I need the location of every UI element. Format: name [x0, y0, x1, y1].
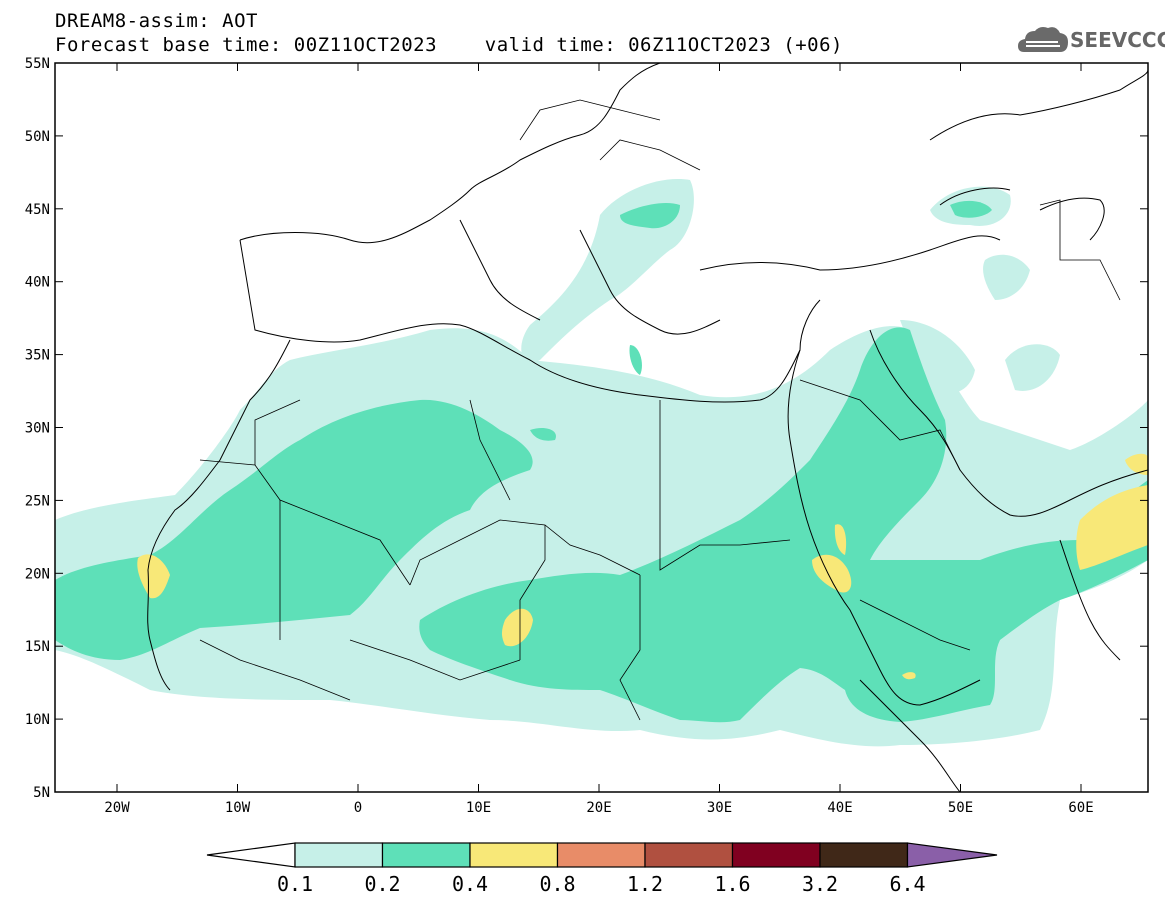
lon-label: 20E: [586, 800, 611, 816]
colorbar-label: 0.1: [277, 872, 313, 896]
colorbar-over-arrow: [906, 842, 998, 868]
lon-label: 40E: [827, 800, 852, 816]
lat-label: 50N: [25, 129, 50, 145]
lon-label: 0: [354, 800, 362, 816]
logo-text: SEEVCCC: [1070, 28, 1165, 52]
colorbar-label: 6.4: [889, 872, 925, 896]
colorbar-swatch: [731, 842, 821, 868]
coastlines: [147, 63, 1148, 792]
lat-label: 40N: [25, 275, 50, 291]
lat-label: 55N: [25, 56, 50, 72]
colorbar-swatch: [381, 842, 471, 868]
colorbar: 0.1 0.2 0.4 0.8 1.2 1.6 3.2 6.4: [206, 842, 998, 896]
aot-level-0.4: [137, 453, 1148, 680]
lon-label: 10E: [466, 800, 491, 816]
lat-label: 25N: [25, 493, 50, 509]
lon-label: 30E: [707, 800, 732, 816]
colorbar-label: 0.8: [539, 872, 575, 896]
colorbar-swatch: [644, 842, 734, 868]
aot-level-0.2: [55, 200, 1148, 723]
colorbar-label: 3.2: [802, 872, 838, 896]
map-title: DREAM8-assim: AOT: [55, 10, 258, 32]
lat-label: 20N: [25, 566, 50, 582]
lat-label: 30N: [25, 421, 50, 437]
lat-label: 5N: [33, 785, 50, 801]
lat-label: 15N: [25, 639, 50, 655]
colorbar-label: 1.2: [627, 872, 663, 896]
forecast-times: Forecast base time: 00Z11OCT2023 valid t…: [55, 34, 843, 56]
latitude-ticks: 55N 50N 45N 40N 35N 30N 25N 20N 15N 10N 5N: [25, 56, 1148, 801]
lon-label: 50E: [948, 800, 973, 816]
colorbar-swatch: [819, 842, 909, 868]
country-borders: [199, 99, 1121, 721]
lon-label: 60E: [1068, 800, 1093, 816]
colorbar-under-arrow: [206, 842, 296, 868]
cloud-icon: [1018, 27, 1068, 52]
lon-label: 20W: [104, 800, 130, 816]
lat-label: 45N: [25, 202, 50, 218]
colorbar-swatch: [294, 842, 384, 868]
lat-label: 10N: [25, 712, 50, 728]
longitude-ticks: 20W 10W 0 10E 20E 30E 40E 50E 60E: [104, 63, 1094, 816]
colorbar-swatch: [556, 842, 646, 868]
lon-label: 10W: [225, 800, 251, 816]
lat-label: 35N: [25, 348, 50, 364]
colorbar-label: 0.2: [364, 872, 400, 896]
colorbar-label: 0.4: [452, 872, 488, 896]
colorbar-label: 1.6: [714, 872, 750, 896]
colorbar-swatch: [469, 842, 559, 868]
aot-field: [55, 179, 1148, 747]
